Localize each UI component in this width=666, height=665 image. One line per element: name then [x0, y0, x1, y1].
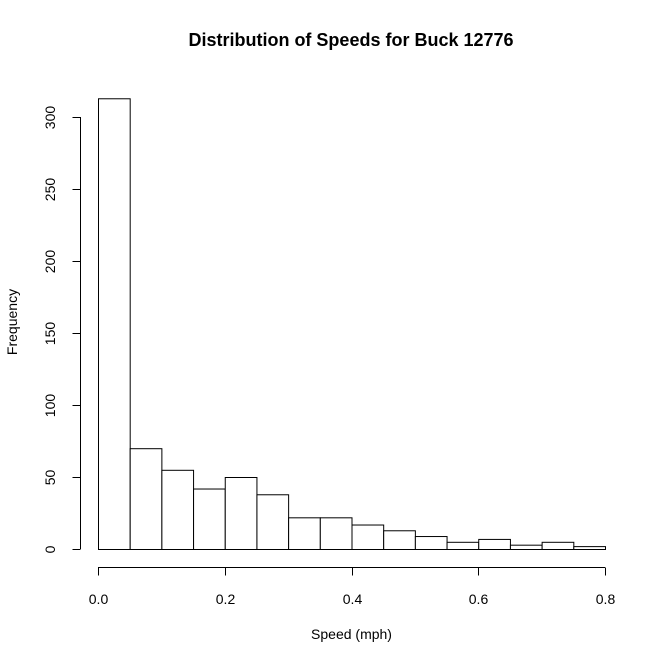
y-tick-label: 250 [42, 178, 58, 202]
histogram-bar [161, 469, 195, 550]
histogram-bar [256, 494, 290, 550]
y-axis-label: Frequency [4, 288, 20, 356]
x-tick-label: 0.6 [469, 591, 489, 607]
histogram-bar [541, 541, 575, 550]
x-tick-label: 0.4 [343, 591, 363, 607]
histogram-bar [351, 524, 385, 551]
bars-group [98, 98, 606, 551]
y-tick-label: 0 [42, 545, 58, 553]
histogram-bar [414, 536, 448, 550]
histogram-bar [288, 517, 321, 551]
x-tick-label: 0.0 [89, 591, 109, 607]
histogram-bar [573, 546, 606, 550]
x-axis: 0.0 0.2 0.4 0.6 0.8 [89, 567, 616, 607]
y-tick-label: 300 [42, 106, 58, 130]
x-axis-label: Speed (mph) [311, 626, 392, 642]
histogram-bar [319, 517, 353, 551]
histogram-bar [129, 448, 163, 551]
histogram-bar [383, 530, 416, 551]
y-tick-label: 150 [42, 322, 58, 346]
y-tick-label: 50 [42, 470, 58, 486]
histogram-bar [224, 477, 258, 550]
y-tick-label: 100 [42, 394, 58, 418]
histogram-bar [446, 541, 480, 550]
histogram-bar [478, 538, 511, 550]
x-tick-label: 0.2 [216, 591, 236, 607]
histogram-bar [509, 544, 543, 550]
x-tick-label: 0.8 [596, 591, 616, 607]
y-tick-label: 200 [42, 250, 58, 274]
y-axis: 0 50 100 150 200 250 300 [42, 106, 81, 553]
chart-title: Distribution of Speeds for Buck 12776 [188, 30, 514, 50]
histogram-bar [98, 98, 131, 550]
histogram-bar [193, 488, 226, 550]
